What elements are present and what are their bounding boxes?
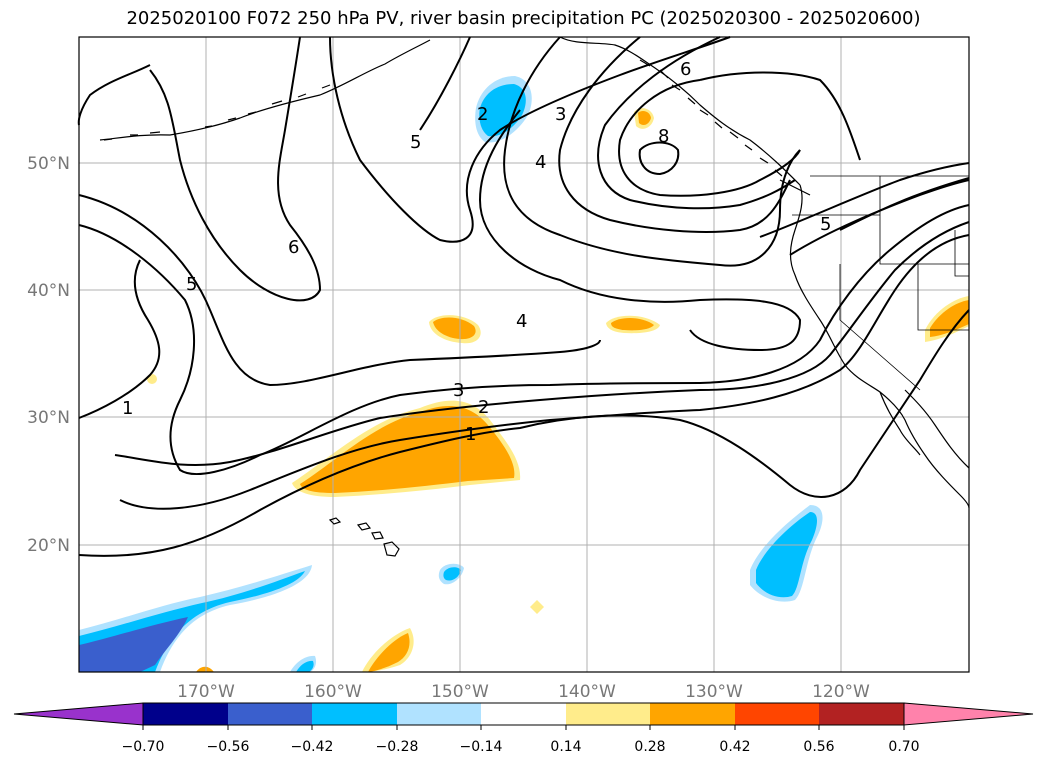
colorbar-bin	[566, 703, 650, 725]
colorbar-tick-label: −0.28	[376, 739, 419, 755]
hawaii-islands	[328, 517, 400, 557]
alaska-gulf-coast	[559, 36, 801, 186]
pv-contour-line	[597, 36, 796, 210]
colorbar: −0.70 −0.56 −0.42 −0.28 −0.14 0.14 0.28 …	[13, 702, 1034, 755]
pv-contour-line	[759, 162, 970, 238]
pv-contour-line	[78, 309, 970, 557]
pv-label: 1	[465, 424, 476, 445]
colorbar-tick-label: 0.28	[634, 739, 665, 755]
colorbar-bin	[143, 703, 228, 725]
aleutian-islands	[103, 84, 331, 141]
pv-label: 3	[555, 104, 566, 125]
colorbar-tick-label: −0.70	[122, 739, 165, 755]
lat-label: 30°N	[27, 408, 70, 428]
pv-contour-line	[329, 36, 731, 243]
lon-label: 120°W	[812, 682, 870, 702]
pv-contour-labels: 1 2 3 4 5 6 8 1 5 6 3 4 2 5	[122, 59, 831, 445]
pv-contour-line	[839, 177, 970, 231]
colorbar-bin	[481, 703, 566, 725]
pv-contour-line	[78, 194, 601, 387]
pv-contour-line	[699, 71, 861, 161]
gulf-of-california-coast	[904, 389, 970, 469]
coastlines	[99, 36, 970, 557]
pv-contour-line	[149, 36, 322, 302]
graticule	[79, 37, 969, 672]
colorbar-tick-label: −0.14	[460, 739, 503, 755]
pv-label: 6	[288, 237, 299, 258]
alaska-panhandle-islands	[639, 59, 783, 177]
lat-label: 40°N	[27, 281, 70, 301]
pv-contour-line	[419, 36, 471, 131]
pv-contour-line	[114, 221, 970, 466]
pv-contours	[77, 36, 970, 557]
pv-contour-line	[638, 141, 680, 176]
pv-label: 4	[535, 152, 546, 173]
colorbar-bin	[228, 703, 312, 725]
alaska-peninsula-coast	[99, 39, 431, 141]
colorbar-tick-label: 0.42	[719, 739, 750, 755]
pv-contour-line	[478, 109, 802, 352]
pv-contour-line	[119, 234, 970, 510]
pv-contour-line	[558, 36, 791, 233]
pv-label: 3	[453, 380, 464, 401]
lon-label: 140°W	[558, 682, 616, 702]
lon-label: 130°W	[685, 682, 743, 702]
state-borders	[792, 176, 969, 391]
baja-coast	[879, 391, 921, 456]
colorbar-tick-label: −0.42	[291, 739, 334, 755]
map-title: 2025020100 F072 250 hPa PV, river basin …	[126, 8, 921, 29]
lat-label: 20°N	[27, 536, 70, 556]
pv-label: 6	[680, 59, 691, 80]
colorbar-max-extend	[903, 702, 1034, 726]
map-frame	[78, 36, 970, 673]
lon-label: 160°W	[304, 682, 362, 702]
pv-contour-line	[503, 36, 801, 267]
colorbar-min-extend	[13, 702, 144, 726]
pv-label: 5	[410, 132, 421, 153]
colorbar-bin	[819, 703, 904, 725]
colorbar-frame	[142, 702, 905, 726]
colorbar-bin	[735, 703, 819, 725]
colorbar-tick-label: 0.70	[888, 739, 919, 755]
colorbar-bin	[312, 703, 397, 725]
pv-contour-line	[78, 259, 161, 419]
colorbar-tick-label: 0.56	[803, 739, 834, 755]
us-west-coast	[789, 184, 970, 509]
pv-label: 4	[516, 311, 527, 332]
pv-label: 5	[820, 214, 831, 235]
colorbar-bin	[397, 703, 481, 725]
lon-label: 150°W	[431, 682, 489, 702]
longitude-labels: 170°W 160°W 150°W 140°W 130°W 120°W	[177, 682, 870, 702]
colorbar-tick-label: −0.56	[207, 739, 250, 755]
pv-label: 2	[477, 104, 488, 125]
pv-label: 8	[658, 126, 669, 147]
lon-label: 170°W	[177, 682, 235, 702]
colorbar-bin	[650, 703, 735, 725]
pv-contour-line	[618, 79, 801, 197]
political-borders	[792, 175, 969, 391]
pv-label: 1	[122, 398, 133, 419]
colorbar-tick-label: 0.14	[550, 739, 581, 755]
lat-label: 50°N	[27, 154, 70, 174]
pv-label: 5	[186, 274, 197, 295]
latitude-labels: 50°N 40°N 30°N 20°N	[27, 154, 70, 556]
pv-contour-line	[78, 204, 970, 476]
pv-label: 2	[478, 397, 489, 418]
